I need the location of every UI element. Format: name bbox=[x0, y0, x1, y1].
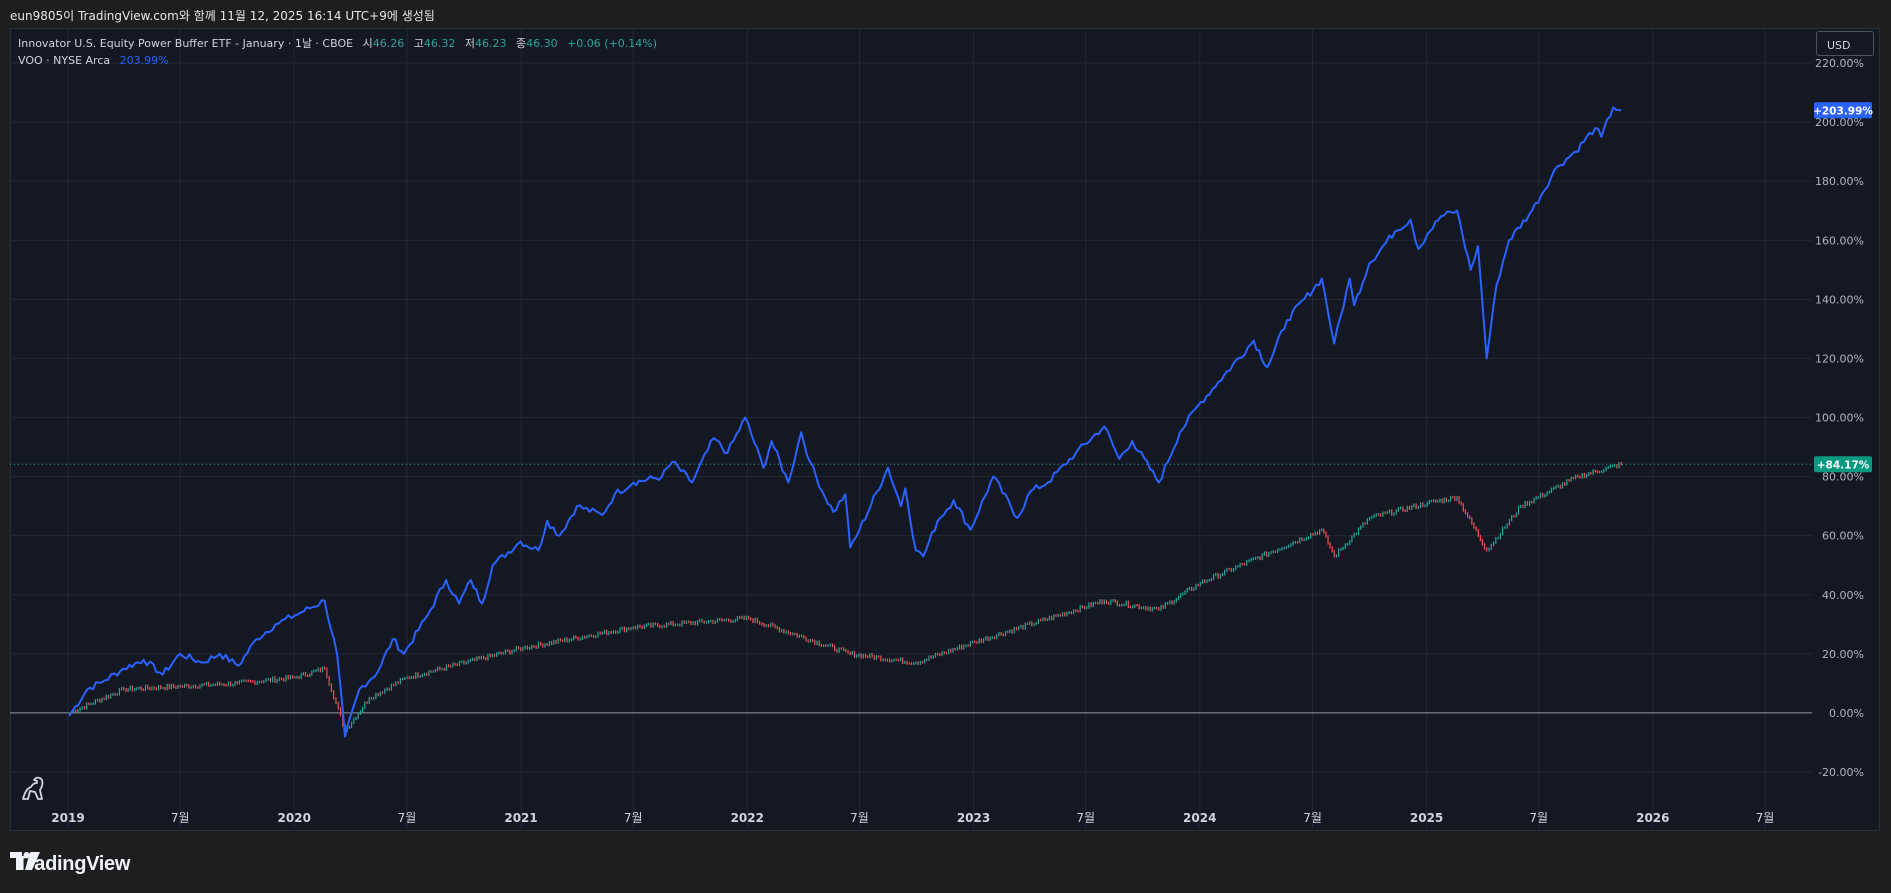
y-tick-label: 40.00% bbox=[1822, 589, 1864, 602]
chart-panel[interactable] bbox=[10, 28, 1880, 831]
x-tick-label: 7월 bbox=[1529, 811, 1548, 825]
x-tick-label: 7월 bbox=[398, 811, 417, 825]
legend-high-value: 46.32 bbox=[423, 37, 456, 50]
x-tick-label: 2021 bbox=[504, 811, 537, 825]
legend-high-label: 고 bbox=[413, 37, 424, 50]
x-tick-label: 7월 bbox=[1303, 811, 1322, 825]
y-tick-label: 60.00% bbox=[1822, 530, 1864, 543]
etf-price-label: +84.17% bbox=[1817, 459, 1870, 471]
x-tick-label: 7월 bbox=[850, 811, 869, 825]
y-tick-label: 220.00% bbox=[1815, 57, 1864, 70]
x-tick-label: 2019 bbox=[51, 811, 84, 825]
y-tick-label: 0.00% bbox=[1829, 707, 1864, 720]
brand-wordmark: TradingView bbox=[16, 852, 131, 875]
legend-low-value: 46.23 bbox=[474, 37, 507, 50]
y-tick-label: 180.00% bbox=[1815, 175, 1864, 188]
legend-low-label: 저 bbox=[464, 37, 475, 50]
legend-compare-row[interactable]: VOO · NYSE Arca 203.99% bbox=[18, 52, 657, 69]
legend-close-value: 46.30 bbox=[526, 37, 558, 50]
legend-main-row[interactable]: Innovator U.S. Equity Power Buffer ETF -… bbox=[18, 35, 657, 52]
x-tick-label: 2023 bbox=[957, 811, 990, 825]
legend-open-value: 46.26 bbox=[372, 37, 405, 50]
legend-change: +0.06 (+0.14%) bbox=[567, 37, 658, 50]
etf-price-label-bg bbox=[1814, 456, 1872, 473]
legend-open-label: 시 bbox=[362, 37, 373, 50]
y-tick-label: 100.00% bbox=[1815, 412, 1864, 425]
voo-price-label-bg bbox=[1814, 102, 1872, 119]
x-tick-label: 7월 bbox=[1756, 811, 1775, 825]
x-tick-label: 7월 bbox=[171, 811, 190, 825]
x-tick-label: 7월 bbox=[1076, 811, 1095, 825]
x-tick-label: 2022 bbox=[731, 811, 764, 825]
y-tick-label: 120.00% bbox=[1815, 352, 1864, 365]
legend-close-label: 종 bbox=[515, 37, 527, 50]
x-tick-label: 7월 bbox=[624, 811, 643, 825]
y-tick-label: 20.00% bbox=[1822, 648, 1864, 661]
brand-footer: TradingView bbox=[10, 852, 130, 876]
y-tick-label: 200.00% bbox=[1815, 116, 1864, 129]
y-tick-label: 160.00% bbox=[1815, 234, 1864, 247]
currency-button[interactable]: USD bbox=[1816, 31, 1874, 56]
header-caption: eun9805이 TradingView.com와 함께 11월 12, 202… bbox=[10, 9, 435, 23]
legend-main-name: Innovator U.S. Equity Power Buffer ETF -… bbox=[18, 37, 354, 50]
x-tick-label: 2025 bbox=[1410, 811, 1443, 825]
voo-series-line bbox=[68, 106, 1622, 738]
x-tick-label: 2024 bbox=[1183, 811, 1216, 825]
y-tick-label: 80.00% bbox=[1822, 471, 1864, 484]
header-bar: eun9805이 TradingView.com와 함께 11월 12, 202… bbox=[0, 0, 1891, 28]
legend-compare-name: VOO · NYSE Arca bbox=[18, 54, 111, 67]
x-tick-label: 2020 bbox=[278, 811, 311, 825]
legend-compare-value: 203.99% bbox=[119, 54, 169, 67]
chart-legend: Innovator U.S. Equity Power Buffer ETF -… bbox=[18, 35, 657, 69]
voo-price-label: +203.99% bbox=[1813, 105, 1873, 117]
y-tick-label: 140.00% bbox=[1815, 293, 1864, 306]
y-tick-label: -20.00% bbox=[1818, 766, 1864, 779]
tradingview-logo-icon bbox=[10, 852, 40, 870]
x-tick-label: 2026 bbox=[1636, 811, 1669, 825]
